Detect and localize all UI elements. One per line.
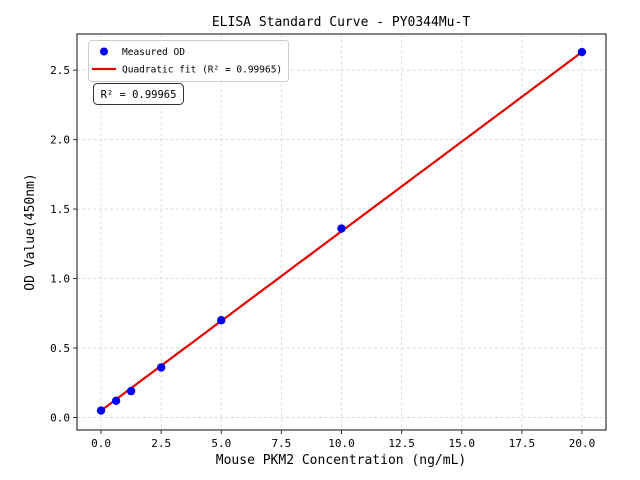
data-point [577,47,587,57]
legend-entry-quadratic-fit: Quadratic fit (R² = 0.99965) [122,65,282,76]
series-layer [96,47,587,415]
r-squared-box [93,83,184,105]
legend-scatter-marker-icon [100,47,108,56]
y-tick-label: 2.0 [50,134,70,147]
tick-layer: 0.0 2.5 5.0 7.5 10.0 12.5 15.0 17.5 20.0 0.0 0.5 1.… [50,64,595,450]
x-tick-label: 17.5 [509,437,536,450]
data-point [156,363,166,372]
chart-title: ELISA Standard Curve - PY0344Mu-T [212,15,470,30]
legend-entry-measured-od: Measured OD [122,47,185,58]
y-tick-label: 0.5 [50,342,70,355]
data-point [126,386,136,396]
x-tick-label: 10.0 [328,437,355,450]
r-squared-text: R² = 0.99965 [101,89,177,101]
data-point [96,406,106,415]
data-point [337,224,346,233]
x-tick-label: 15.0 [448,437,475,450]
x-tick-label: 7.5 [271,437,291,450]
y-tick-label: 2.5 [50,64,70,77]
legend: Measured OD Quadratic fit (R² = 0.99965) [88,40,289,82]
x-tick-label: 5.0 [211,437,231,450]
y-tick-label: 0.0 [50,411,70,424]
y-axis-label: OD Value(450nm) [23,173,38,290]
y-tick-label: 1.0 [50,273,70,286]
legend-box [88,40,289,82]
x-tick-label: 12.5 [388,437,415,450]
r-squared-annotation: R² = 0.99965 [93,83,184,105]
x-axis-label: Mouse PKM2 Concentration (ng/mL) [216,453,466,468]
x-tick-label: 0.0 [91,437,111,450]
y-tick-label: 1.5 [50,203,70,216]
x-tick-label: 20.0 [569,437,596,450]
x-tick-label: 2.5 [151,437,171,450]
data-point [217,316,226,325]
data-point [111,396,121,406]
plot-border [76,33,607,431]
